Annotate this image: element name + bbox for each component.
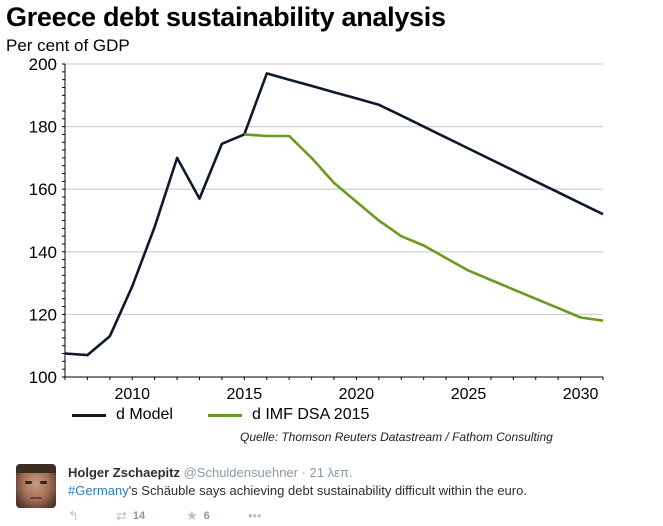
y-tick-label: 140 xyxy=(29,243,57,262)
x-tick-label: 2020 xyxy=(339,386,375,403)
legend-label-model: d Model xyxy=(116,406,173,423)
legend-swatch-imf xyxy=(208,413,242,417)
star-icon: ★ xyxy=(186,508,198,523)
legend-label-imf: d IMF DSA 2015 xyxy=(252,406,370,423)
series-line-imf xyxy=(244,133,604,322)
favorite-count: 6 xyxy=(203,510,210,522)
x-tick-label: 2010 xyxy=(114,386,150,403)
y-tick-label: 100 xyxy=(29,368,57,387)
author-handle[interactable]: @Schuldensuehner xyxy=(183,465,298,480)
tweet-time[interactable]: · 21 λεπ. xyxy=(297,465,353,480)
line-chart: 100 120 140 160 180 200 2010 2015 2020 2025 2030 xyxy=(29,55,604,403)
y-tick-label: 160 xyxy=(29,180,57,199)
reply-button[interactable]: ↰ xyxy=(68,508,85,524)
hashtag-link[interactable]: #Germany xyxy=(68,483,129,498)
tweet-header: Holger Zschaepitz @Schuldensuehner · 21 … xyxy=(68,465,353,480)
avatar[interactable] xyxy=(16,464,56,508)
author-name[interactable]: Holger Zschaepitz xyxy=(68,465,180,480)
retweet-icon: ⇄ xyxy=(116,508,127,523)
chart-title: Greece debt sustainability analysis xyxy=(6,2,446,32)
retweet-button[interactable]: ⇄ 14 xyxy=(116,508,145,524)
tweet: Holger Zschaepitz @Schuldensuehner · 21 … xyxy=(0,456,663,526)
series-line-model xyxy=(64,72,604,357)
y-tick-label: 120 xyxy=(29,305,57,324)
y-tick-label: 180 xyxy=(29,118,57,137)
tweet-body: 's Schäuble says achieving debt sustaina… xyxy=(128,483,527,498)
source-note: Quelle: Thomson Reuters Datastream / Fat… xyxy=(240,430,553,444)
tweet-text: #Germany's Schäuble says achieving debt … xyxy=(68,483,527,498)
x-tick-label: 2030 xyxy=(563,386,599,403)
legend-swatch-model xyxy=(72,413,106,417)
y-tick-label: 200 xyxy=(29,55,57,74)
x-tick-label: 2025 xyxy=(451,386,487,403)
reply-icon: ↰ xyxy=(68,508,79,523)
legend-item-imf: d IMF DSA 2015 xyxy=(208,406,369,424)
y-axis-label: Per cent of GDP xyxy=(6,36,130,55)
more-button[interactable]: ••• xyxy=(248,508,268,523)
legend-item-model: d Model xyxy=(72,406,173,424)
retweet-count: 14 xyxy=(132,510,146,522)
more-icon: ••• xyxy=(248,508,262,523)
favorite-button[interactable]: ★ 6 xyxy=(186,508,210,524)
x-tick-label: 2015 xyxy=(227,386,263,403)
